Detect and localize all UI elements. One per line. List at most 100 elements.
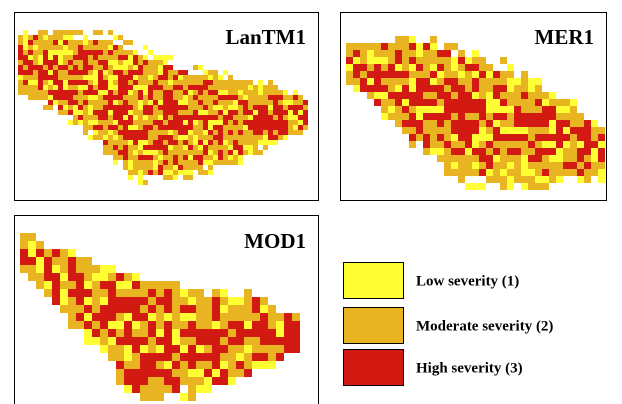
map-cell [451,148,458,155]
map-cell [163,65,168,70]
map-cell [108,90,113,95]
map-cell [238,155,243,160]
map-cell [133,85,138,90]
map-cell [402,57,409,64]
map-cell [248,80,253,85]
map-cell [367,92,374,99]
map-cell [278,120,283,125]
map-cell [193,125,198,130]
map-cell [253,105,258,110]
map-cell [148,115,153,120]
map-cell [293,110,298,115]
map-cell [500,99,507,106]
map-cell [437,141,444,148]
map-cell [479,106,486,113]
map-cell [535,99,542,106]
map-cell [113,140,118,145]
map-cell [437,64,444,71]
map-cell [507,71,514,78]
map-cell [68,60,73,65]
map-cell [367,43,374,50]
map-cell [233,140,238,145]
map-cell [423,134,430,141]
map-cell [163,60,168,65]
legend-swatch [344,350,404,386]
map-cell [113,80,118,85]
map-cell [238,90,243,95]
map-cell [118,85,123,90]
map-cell [528,85,535,92]
map-cell [444,64,451,71]
map-cell [248,120,253,125]
map-cell [204,321,212,329]
map-cell [283,115,288,120]
map-cell [243,135,248,140]
map-cell [218,90,223,95]
map-cell [123,70,128,75]
map-cell [98,80,103,85]
map-cell [113,55,118,60]
map-cell [591,127,598,134]
map-cell [584,155,591,162]
map-cell [238,130,243,135]
map-cell [68,273,76,281]
map-cell [44,257,52,265]
map-cell [178,140,183,145]
map-cell [198,160,203,165]
map-cell [500,120,507,127]
map-cell [248,135,253,140]
map-cell [570,169,577,176]
map-cell [58,100,63,105]
map-cell [486,134,493,141]
map-cell [218,110,223,115]
map-cell [514,85,521,92]
map-cell [203,100,208,105]
map-cell [458,176,465,183]
map-cell [140,337,148,345]
map-cell [58,60,63,65]
map-cell [63,105,68,110]
map-cell [108,297,116,305]
map-cell [479,141,486,148]
map-cell [153,120,158,125]
map-cell [514,141,521,148]
map-cell [521,155,528,162]
map-cell [93,75,98,80]
map-cell [381,113,388,120]
map-cell [143,140,148,145]
map-cell [140,369,148,377]
map-cell [124,281,132,289]
map-cell [298,105,303,110]
map-cell [298,130,303,135]
map-cell [213,135,218,140]
map-cell [172,361,180,369]
map-cell [84,337,92,345]
map-cell [268,100,273,105]
map-cell [423,141,430,148]
map-cell [212,305,220,313]
map-cell [549,162,556,169]
map-cell [20,233,28,241]
map-cell [556,162,563,169]
map-cell [486,162,493,169]
map-cell [172,313,180,321]
map-cell [451,113,458,120]
map-cell [188,165,193,170]
map-cell [78,75,83,80]
legend-swatch [344,308,404,344]
map-cell [203,120,208,125]
map-cell [188,130,193,135]
map-cell [198,135,203,140]
map-cell [528,113,535,120]
map-cell [556,120,563,127]
map-cell [100,313,108,321]
map-cell [423,127,430,134]
map-cell [183,85,188,90]
map-cell [556,127,563,134]
map-cell [33,55,38,60]
map-cell [220,329,228,337]
map-cell [188,100,193,105]
map-cell [36,265,44,273]
map-cell [213,100,218,105]
map-cell [193,65,198,70]
